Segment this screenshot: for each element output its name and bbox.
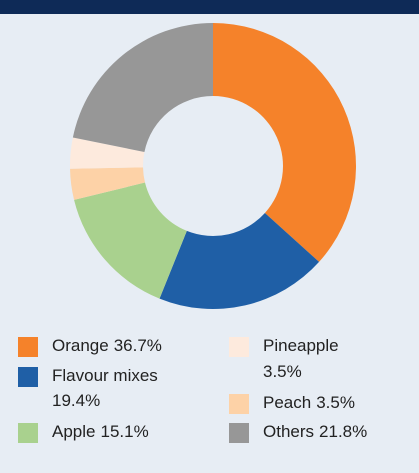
legend-name: Flavour mixes — [52, 366, 158, 385]
legend-label: Apple 15.1% — [52, 422, 149, 441]
legend-swatch — [229, 423, 249, 443]
legend-label: Peach 3.5% — [263, 393, 355, 412]
legend-value: 15.1% — [100, 422, 148, 441]
legend-swatch — [18, 337, 38, 357]
legend-label: Flavour mixes — [52, 366, 158, 385]
legend-swatch — [18, 423, 38, 443]
legend-value: 3.5% — [263, 362, 302, 381]
legend-swatch — [18, 367, 38, 387]
legend-value: 19.4% — [52, 391, 100, 410]
legend-value: 36.7% — [114, 336, 162, 355]
legend-name: Orange — [52, 336, 109, 355]
legend-label: 19.4% — [52, 391, 100, 410]
legend-name: Peach — [263, 393, 311, 412]
legend-value: 21.8% — [319, 422, 367, 441]
donut-slice — [72, 23, 213, 153]
legend-name: Apple — [52, 422, 95, 441]
donut-slice — [70, 137, 145, 169]
legend-label: 3.5% — [263, 362, 302, 381]
legend-label: Others 21.8% — [263, 422, 367, 441]
donut-slice — [159, 212, 320, 309]
header-bar — [0, 0, 419, 14]
legend-swatch — [229, 337, 249, 357]
donut-slice — [70, 167, 145, 200]
donut-slice — [213, 23, 356, 262]
legend-value: 3.5% — [316, 393, 355, 412]
legend-label: Orange 36.7% — [52, 336, 162, 355]
donut-slice — [74, 182, 187, 299]
legend-label: Pineapple — [263, 336, 339, 355]
legend-swatch — [229, 394, 249, 414]
legend-name: Others — [263, 422, 314, 441]
legend-name: Pineapple — [263, 336, 339, 355]
